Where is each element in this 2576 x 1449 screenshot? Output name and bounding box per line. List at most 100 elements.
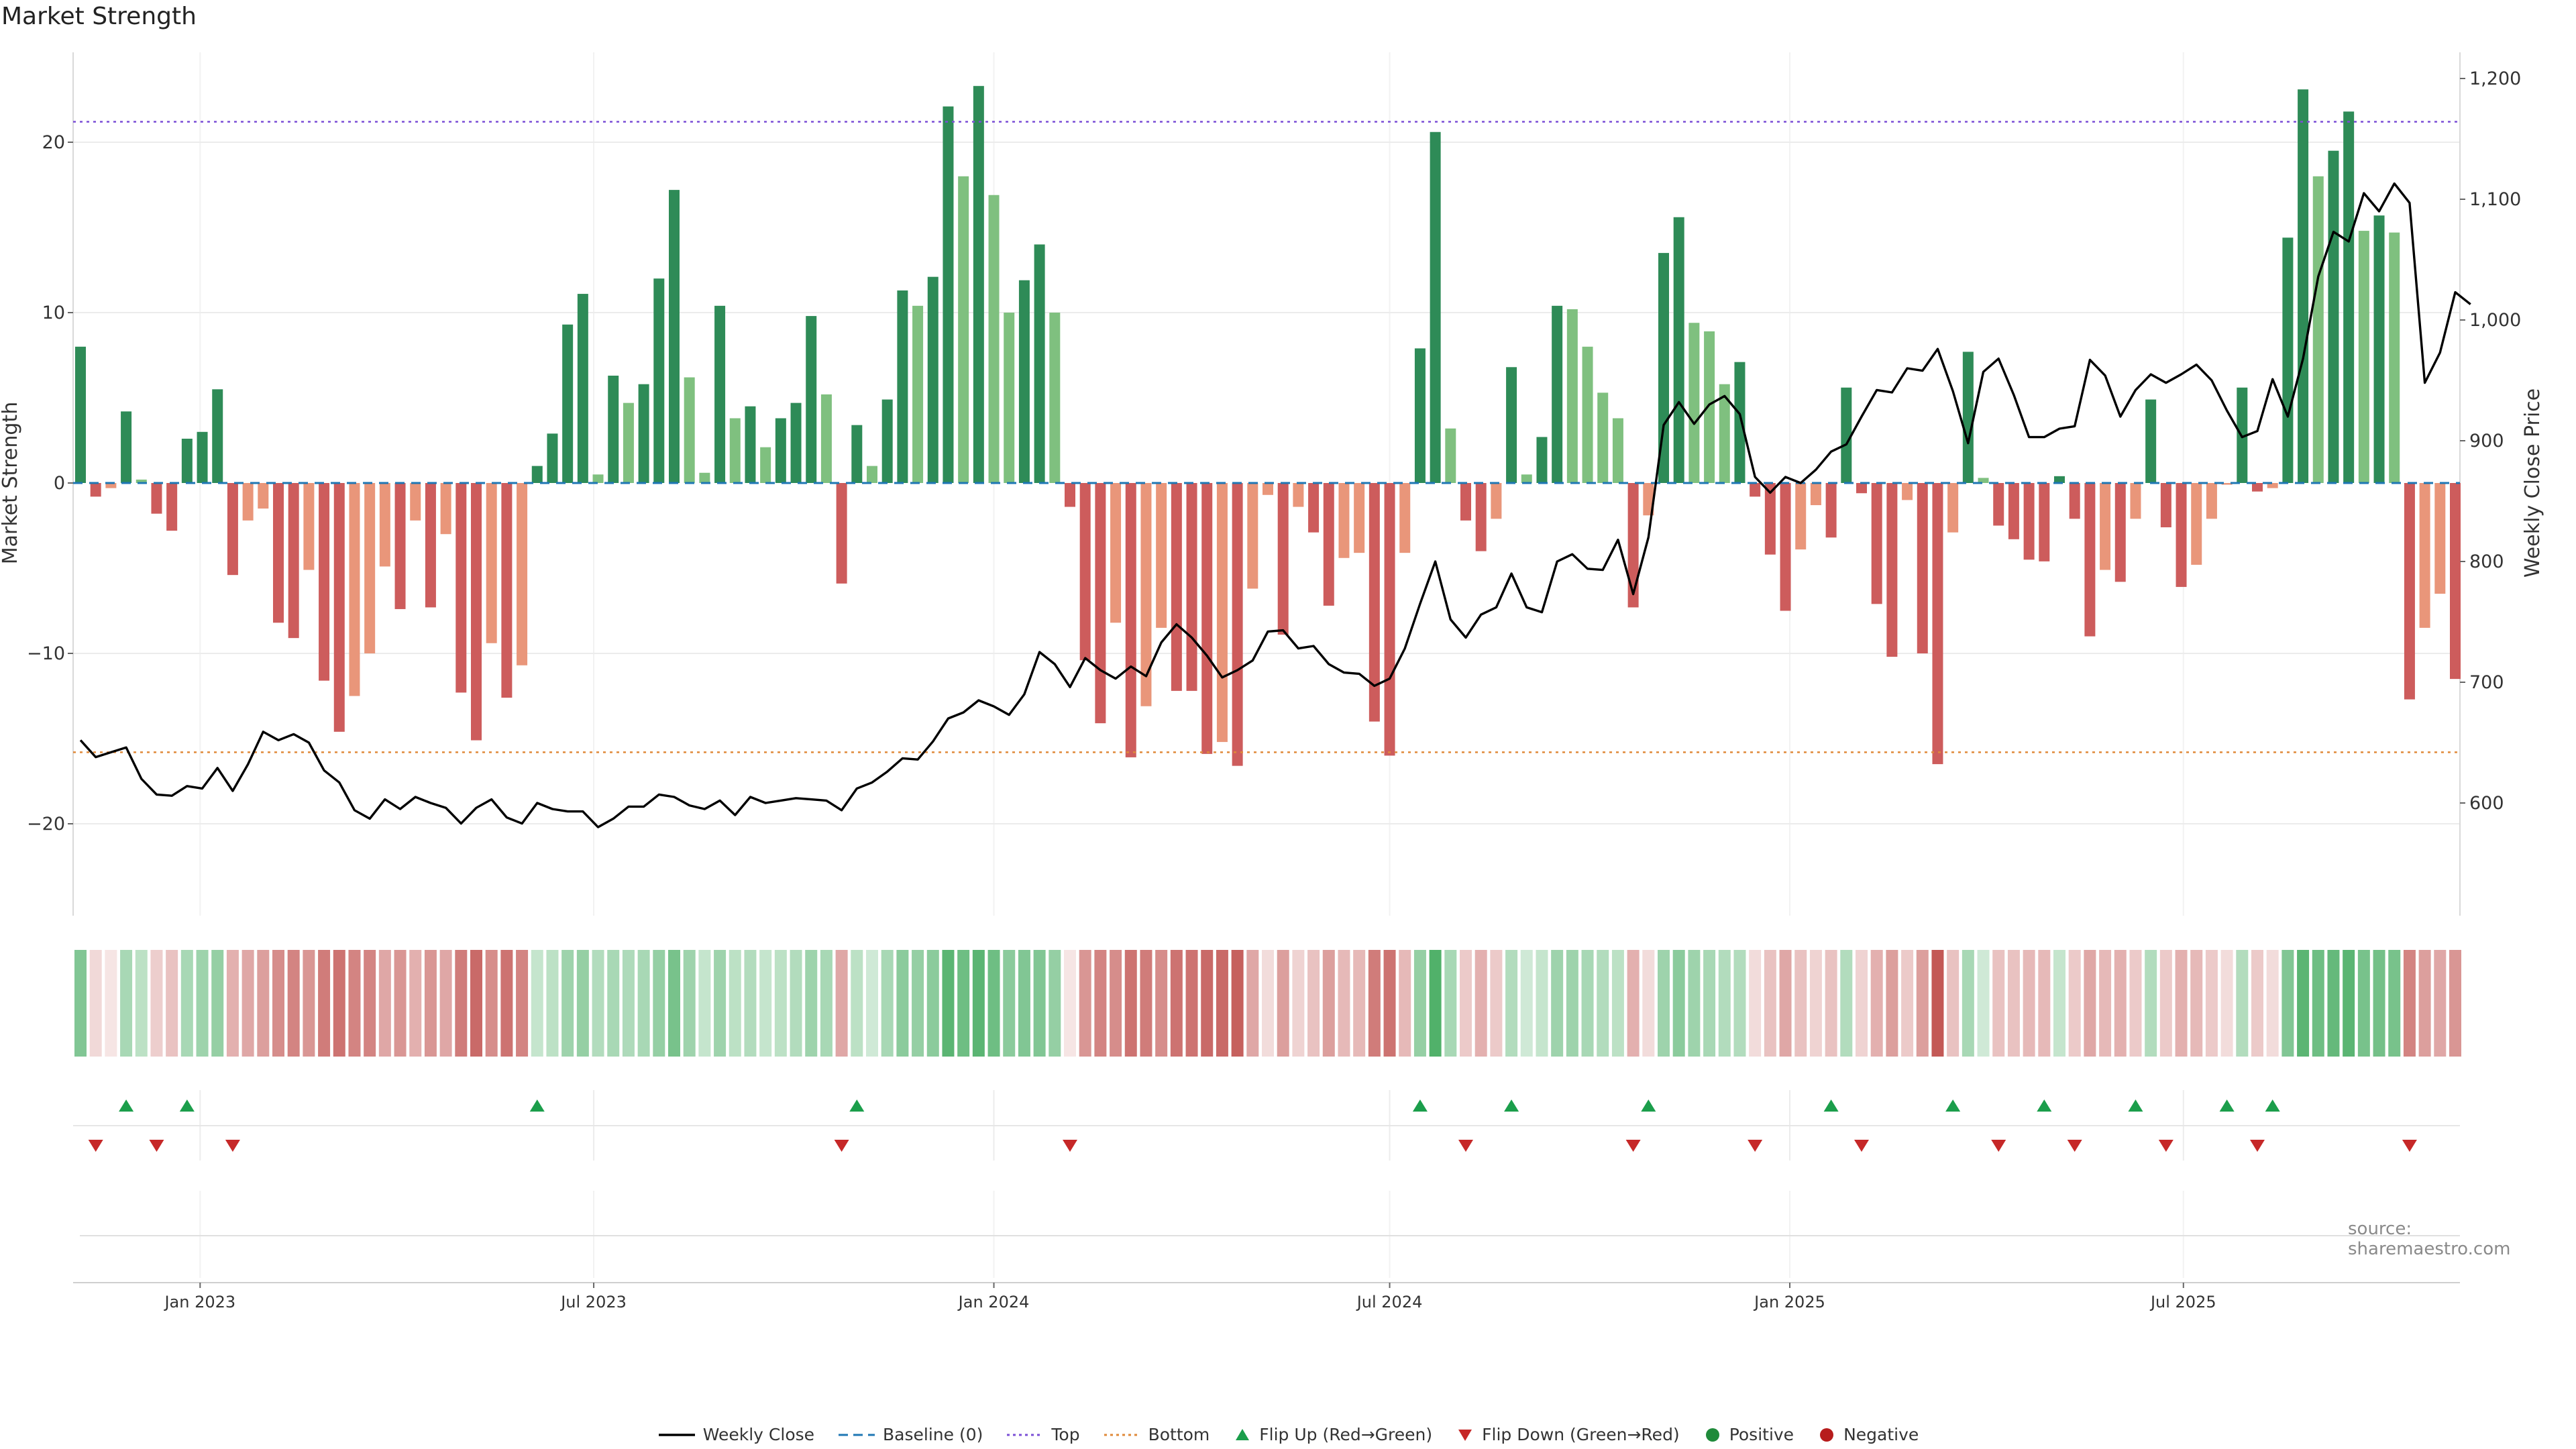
strength-bar: [973, 86, 984, 483]
strength-bar: [531, 466, 543, 483]
strength-bar: [1186, 483, 1197, 691]
heat-cell: [1672, 950, 1685, 1057]
strength-bar: [1475, 483, 1487, 551]
heat-cell: [714, 950, 727, 1057]
strength-bar: [608, 375, 619, 483]
legend-swatch: [1104, 1434, 1140, 1436]
heat-cell: [2266, 950, 2279, 1057]
strength-bar: [1764, 483, 1776, 555]
strength-bar: [881, 399, 893, 483]
heat-cell: [1764, 950, 1776, 1057]
strength-bar: [1780, 483, 1791, 611]
heat-cell: [1794, 950, 1807, 1057]
legend-item: Top: [1006, 1425, 1080, 1444]
heat-cell: [1901, 950, 1914, 1057]
flip-up-marker: [1504, 1099, 1519, 1112]
heat-cell: [1870, 950, 1883, 1057]
strength-bar: [562, 324, 574, 483]
strength-bar: [1049, 313, 1061, 483]
heat-cell: [150, 950, 163, 1057]
heat-cell: [2175, 950, 2188, 1057]
strength-bar: [394, 483, 406, 609]
heat-cell: [881, 950, 894, 1057]
strength-bar: [1688, 323, 1700, 483]
heat-cell: [531, 950, 543, 1057]
heat-cell: [74, 950, 87, 1057]
strength-bar: [2373, 215, 2385, 483]
strength-bar: [2114, 483, 2126, 582]
strength-bar: [75, 346, 86, 483]
strength-bar: [2069, 483, 2080, 519]
heat-cell: [1368, 950, 1381, 1057]
heat-cell: [409, 950, 422, 1057]
heat-cell: [653, 950, 665, 1057]
flip-down-marker: [149, 1140, 164, 1152]
strength-bar: [2282, 237, 2294, 483]
heat-cell: [378, 950, 391, 1057]
heat-cell: [637, 950, 650, 1057]
strength-bar: [288, 483, 299, 639]
heat-cell: [2327, 950, 2340, 1057]
y2-tick-label: 1,100: [2469, 189, 2521, 210]
heat-cell: [1718, 950, 1731, 1057]
heat-cell: [180, 950, 193, 1057]
legend-item: Flip Up (Red→Green): [1232, 1425, 1432, 1444]
x-tick-label: Jul 2023: [559, 1293, 627, 1311]
strength-bar: [699, 472, 710, 483]
strength-bar: [410, 483, 421, 521]
heat-cell: [1262, 950, 1274, 1057]
heat-cell: [2053, 950, 2065, 1057]
strength-bar: [2328, 150, 2339, 483]
flip-down-marker: [88, 1140, 103, 1152]
heat-cell: [1185, 950, 1198, 1057]
heat-cell: [1931, 950, 1944, 1057]
y2-tick-label: 900: [2469, 431, 2504, 451]
heat-cell: [987, 950, 1000, 1057]
strength-bar: [1612, 418, 1623, 483]
strength-bar: [227, 483, 238, 576]
heat-cell: [744, 950, 757, 1057]
heat-cell: [1886, 950, 1898, 1057]
flip-down-marker: [1854, 1140, 1869, 1152]
strength-bar: [577, 294, 588, 483]
x-tick-label: Jan 2023: [163, 1293, 235, 1311]
heat-cell: [926, 950, 939, 1057]
heat-cell: [2023, 950, 2035, 1057]
strength-bar: [1810, 483, 1821, 506]
strength-bar: [1856, 483, 1867, 494]
strength-bar: [471, 483, 482, 741]
strength-bar: [2054, 476, 2065, 483]
heat-cell: [1749, 950, 1762, 1057]
strength-bar: [2206, 483, 2217, 519]
heat-cell: [1992, 950, 2005, 1057]
heat-cell: [790, 950, 802, 1057]
x-tick-label: Jul 2024: [1356, 1293, 1423, 1311]
strength-bar: [1947, 483, 1959, 533]
strength-bar: [820, 394, 832, 483]
heat-cell: [1962, 950, 1974, 1057]
strength-bar: [592, 474, 604, 483]
heat-cell: [1490, 950, 1503, 1057]
strength-bar: [669, 190, 680, 483]
flip-up-marker: [2128, 1099, 2143, 1112]
strength-bar: [440, 483, 451, 535]
heat-cell: [1246, 950, 1259, 1057]
strength-bar: [105, 483, 117, 488]
flip-down-marker: [1748, 1140, 1763, 1152]
strength-bar: [2358, 231, 2369, 483]
flip-down-marker: [1458, 1140, 1473, 1152]
heat-cell: [1809, 950, 1822, 1057]
strength-bar: [2160, 483, 2171, 528]
heat-cell: [1536, 950, 1548, 1057]
heat-cell: [1155, 950, 1168, 1057]
strength-bar: [897, 290, 908, 483]
strength-bar: [1263, 483, 1273, 495]
heat-cell: [683, 950, 696, 1057]
heat-cell: [2449, 950, 2461, 1057]
legend-label: Flip Up (Red→Green): [1259, 1425, 1433, 1444]
heat-cell: [1566, 950, 1578, 1057]
strength-bar: [1978, 478, 1989, 483]
heat-cell: [622, 950, 635, 1057]
heat-cell: [866, 950, 878, 1057]
flip-down-marker: [2067, 1140, 2082, 1152]
